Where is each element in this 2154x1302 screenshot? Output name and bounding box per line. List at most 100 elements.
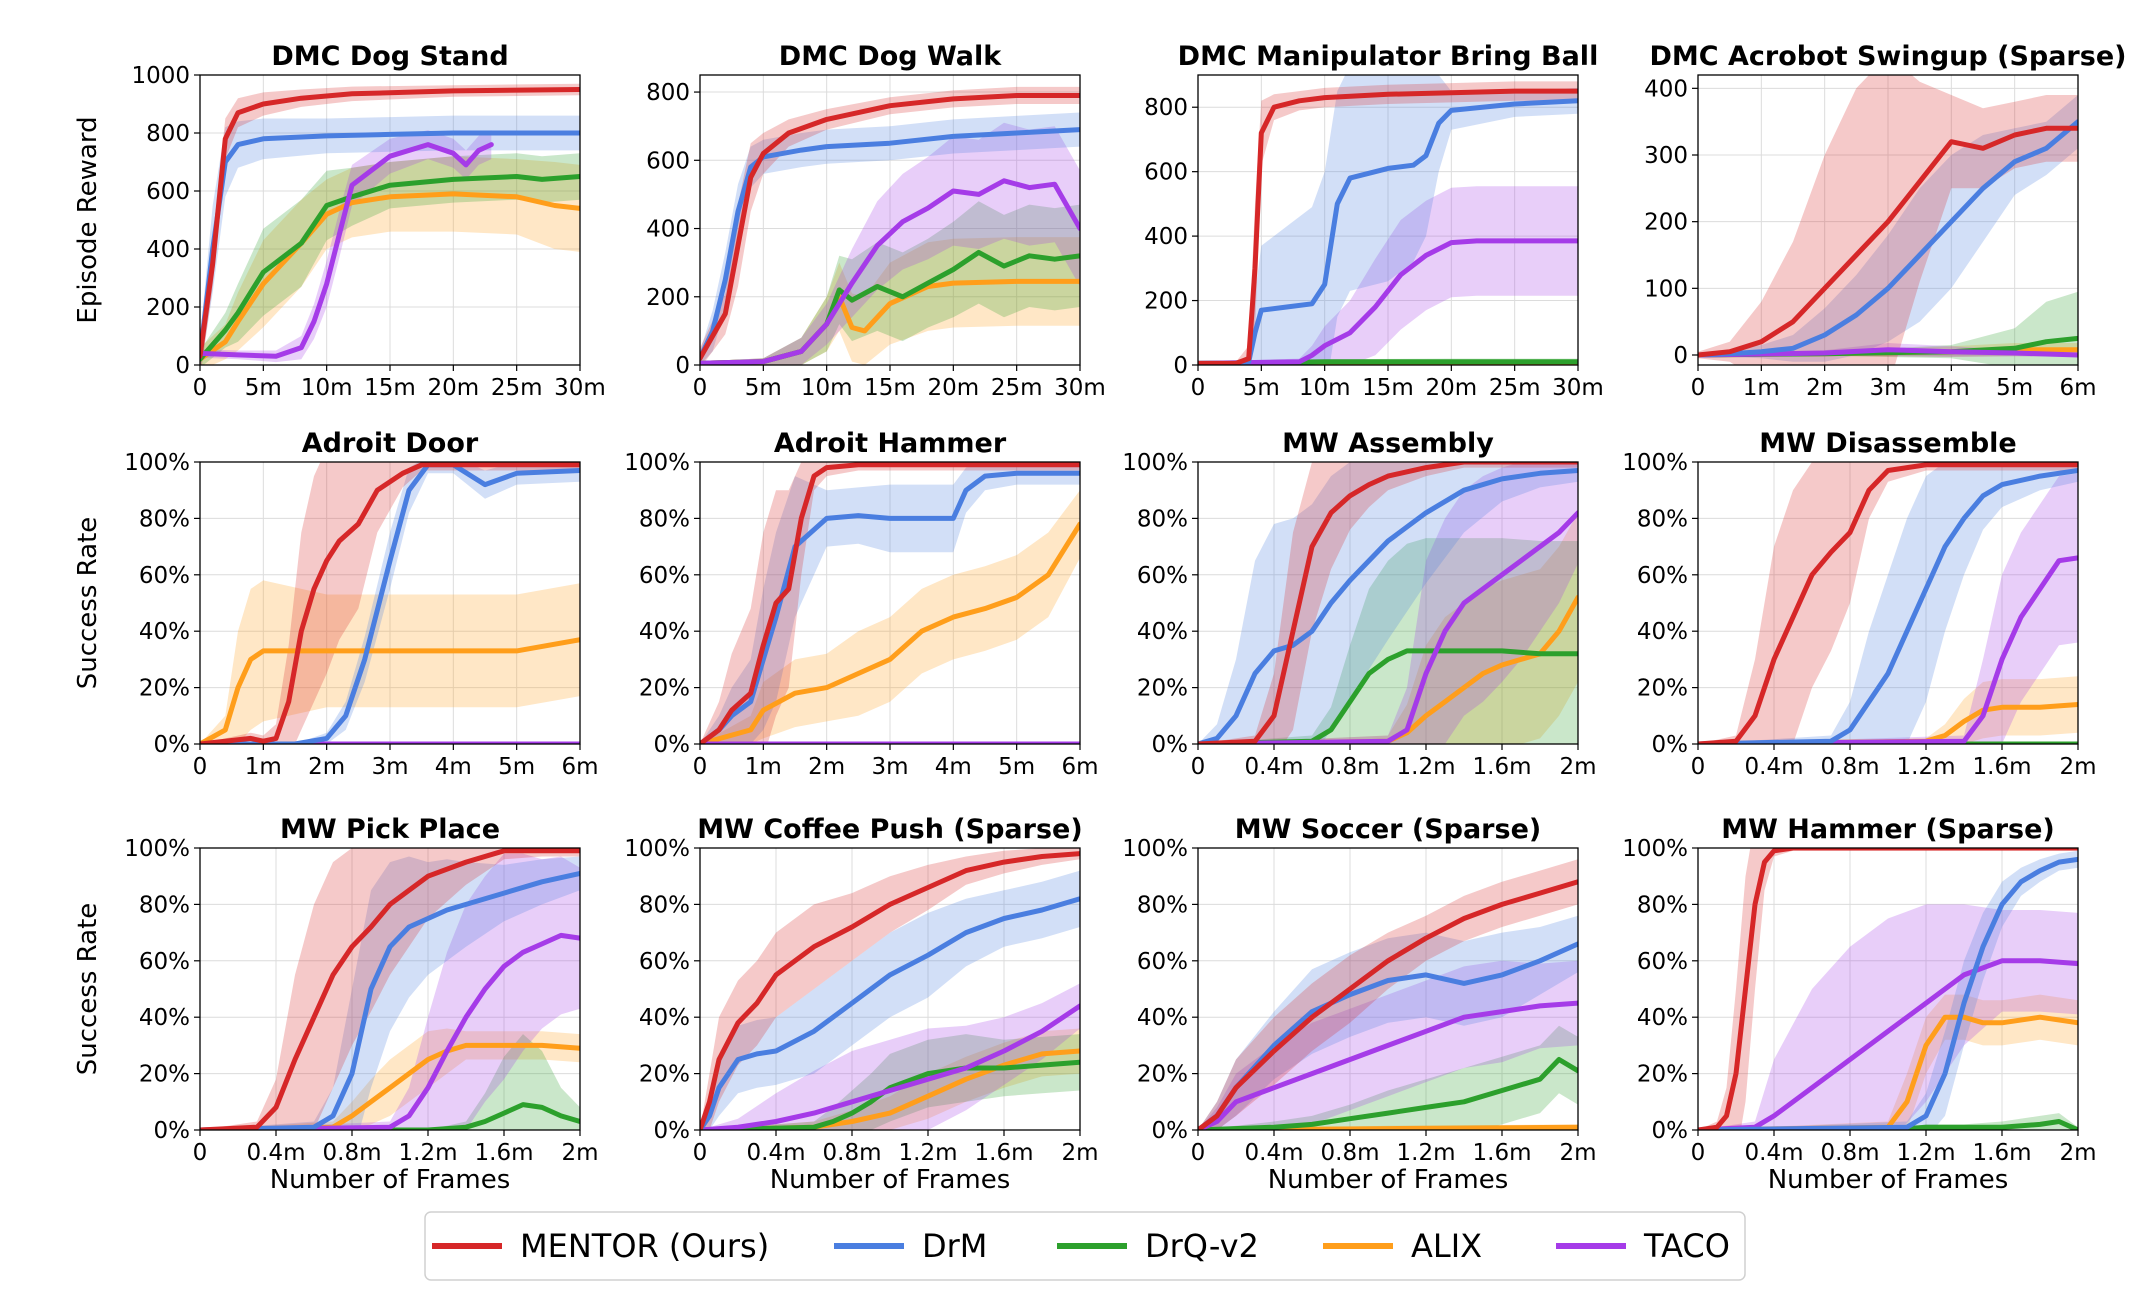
- x-tick-label: 0.8m: [823, 1140, 882, 1166]
- series-layer: [700, 848, 1080, 1130]
- x-tick-label: 4m: [935, 754, 972, 780]
- panel-mw-hammer-sparse: 0 0.4m 0.8m 1.2m 1.6m 2m 0% 20% 40% 60% 80% 100% MW …: [1622, 814, 2096, 1195]
- x-tick-label: 0: [693, 754, 708, 780]
- plot-area: [200, 848, 580, 1130]
- y-tick-label: 200: [1144, 289, 1188, 315]
- panel-title: MW Coffee Push (Sparse): [697, 814, 1082, 845]
- x-tick-label: 0.8m: [1321, 754, 1380, 780]
- y-tick-label: 0%: [154, 1118, 191, 1144]
- y-tick-label: 0%: [654, 1118, 691, 1144]
- line-mentor-ours: [1198, 462, 1578, 744]
- y-tick-label: 80%: [639, 892, 690, 918]
- x-tick-label: 5m: [498, 754, 535, 780]
- x-tick-label: 0: [193, 754, 208, 780]
- series-layer: [1698, 462, 2078, 744]
- y-tick-label: 20%: [139, 1062, 190, 1088]
- y-tick-label: 1000: [131, 63, 190, 89]
- x-tick-label: 6m: [2059, 375, 2096, 401]
- y-tick-label: 60%: [1137, 949, 1188, 975]
- band-taco: [700, 122, 1080, 365]
- line-taco: [200, 142, 494, 359]
- x-tick-label: 5m: [998, 754, 1035, 780]
- band-drq-v2: [200, 153, 580, 365]
- x-tick-label: 0: [1191, 375, 1206, 401]
- legend-label: DrM: [922, 1227, 987, 1265]
- line-drm: [700, 470, 1080, 744]
- y-tick-label: 100%: [624, 836, 690, 862]
- x-tick-label: 1m: [1743, 375, 1780, 401]
- x-tick-label: 1m: [245, 754, 282, 780]
- line-taco: [1198, 510, 1578, 744]
- band-drm: [1698, 462, 2078, 744]
- x-tick-label: 1.2m: [399, 1140, 458, 1166]
- x-tick-label: 1.2m: [1897, 754, 1956, 780]
- plot-frame: [699, 461, 1081, 745]
- x-tick-label: 2m: [308, 754, 345, 780]
- y-tick-label: 80%: [639, 506, 690, 532]
- panel-mw-pick-place: 0 0.4m 0.8m 1.2m 1.6m 2m 0% 20% 40% 60% 80% 100% MW …: [73, 814, 599, 1195]
- band-mentor-ours: [1198, 462, 1578, 744]
- panel-title: MW Soccer (Sparse): [1235, 814, 1541, 845]
- band-drq-v2: [700, 201, 1080, 365]
- x-tick-label: 2m: [2059, 754, 2096, 780]
- panel-title: DMC Acrobot Swingup (Sparse): [1650, 41, 2127, 72]
- x-tick-label: 0: [193, 375, 208, 401]
- x-tick-label: 1m: [745, 754, 782, 780]
- panel-mw-coffee-push-sparse: 0 0.4m 0.8m 1.2m 1.6m 2m 0% 20% 40% 60% 80% 100% MW …: [624, 814, 1098, 1195]
- line-mentor-ours: [200, 462, 580, 744]
- band-taco: [1198, 186, 1578, 365]
- band-drm: [1198, 75, 1578, 365]
- y-tick-label: 60%: [1637, 949, 1688, 975]
- series-layer: [700, 462, 1080, 744]
- x-tick-label: 10m: [801, 375, 853, 401]
- x-tick-label: 1.2m: [899, 1140, 958, 1166]
- y-tick-label: 60%: [139, 563, 190, 589]
- y-tick-label: 20%: [1137, 1062, 1188, 1088]
- y-tick-label: 400: [1144, 224, 1188, 250]
- panel-title: DMC Dog Stand: [271, 41, 508, 72]
- x-tick-label: 5m: [1243, 375, 1280, 401]
- y-tick-label: 80%: [1137, 892, 1188, 918]
- plot-frame: [1697, 847, 2079, 1131]
- x-tick-label: 0.4m: [1745, 754, 1804, 780]
- plot-frame: [199, 847, 581, 1131]
- legend-item-taco: TACO: [1556, 1227, 1730, 1265]
- band-alix: [1698, 676, 2078, 744]
- y-tick-label: 100%: [1122, 450, 1188, 476]
- legend-label: MENTOR (Ours): [520, 1227, 769, 1265]
- panel-title: MW Hammer (Sparse): [1721, 814, 2055, 845]
- x-tick-label: 2m: [561, 1140, 598, 1166]
- line-drq-v2: [200, 174, 580, 362]
- y-tick-label: 400: [1644, 76, 1688, 102]
- line-mentor-ours: [200, 87, 580, 359]
- y-tick-label: 200: [146, 295, 190, 321]
- band-alix: [700, 490, 1080, 744]
- x-tick-label: 0.4m: [1245, 754, 1304, 780]
- band-drm: [1698, 95, 2078, 362]
- x-tick-label: 0: [1191, 1140, 1206, 1166]
- x-tick-label: 30m: [554, 375, 606, 401]
- x-tick-label: 0.4m: [1245, 1140, 1304, 1166]
- x-tick-label: 0: [1691, 754, 1706, 780]
- x-tick-label: 2m: [2059, 1140, 2096, 1166]
- band-drm: [700, 462, 1080, 744]
- band-alix: [200, 1028, 580, 1130]
- y-tick-label: 20%: [1137, 676, 1188, 702]
- x-tick-label: 0: [693, 375, 708, 401]
- y-tick-label: 20%: [1637, 1062, 1688, 1088]
- y-tick-label: 600: [1144, 160, 1188, 186]
- panel-title: Adroit Door: [302, 428, 479, 459]
- line-drm: [1198, 98, 1578, 365]
- band-alix: [700, 1028, 1080, 1130]
- line-drm: [1698, 119, 2078, 358]
- series-layer: [1698, 848, 2078, 1130]
- band-drm: [200, 115, 580, 365]
- legend-item-mentor-ours: MENTOR (Ours): [432, 1227, 769, 1265]
- line-alix: [200, 1042, 580, 1130]
- x-tick-label: 0.8m: [323, 1140, 382, 1166]
- x-tick-label: 2m: [1061, 1140, 1098, 1166]
- plot-area: [1198, 462, 1578, 744]
- line-mentor-ours: [1698, 462, 2078, 744]
- plot-frame: [1197, 74, 1579, 366]
